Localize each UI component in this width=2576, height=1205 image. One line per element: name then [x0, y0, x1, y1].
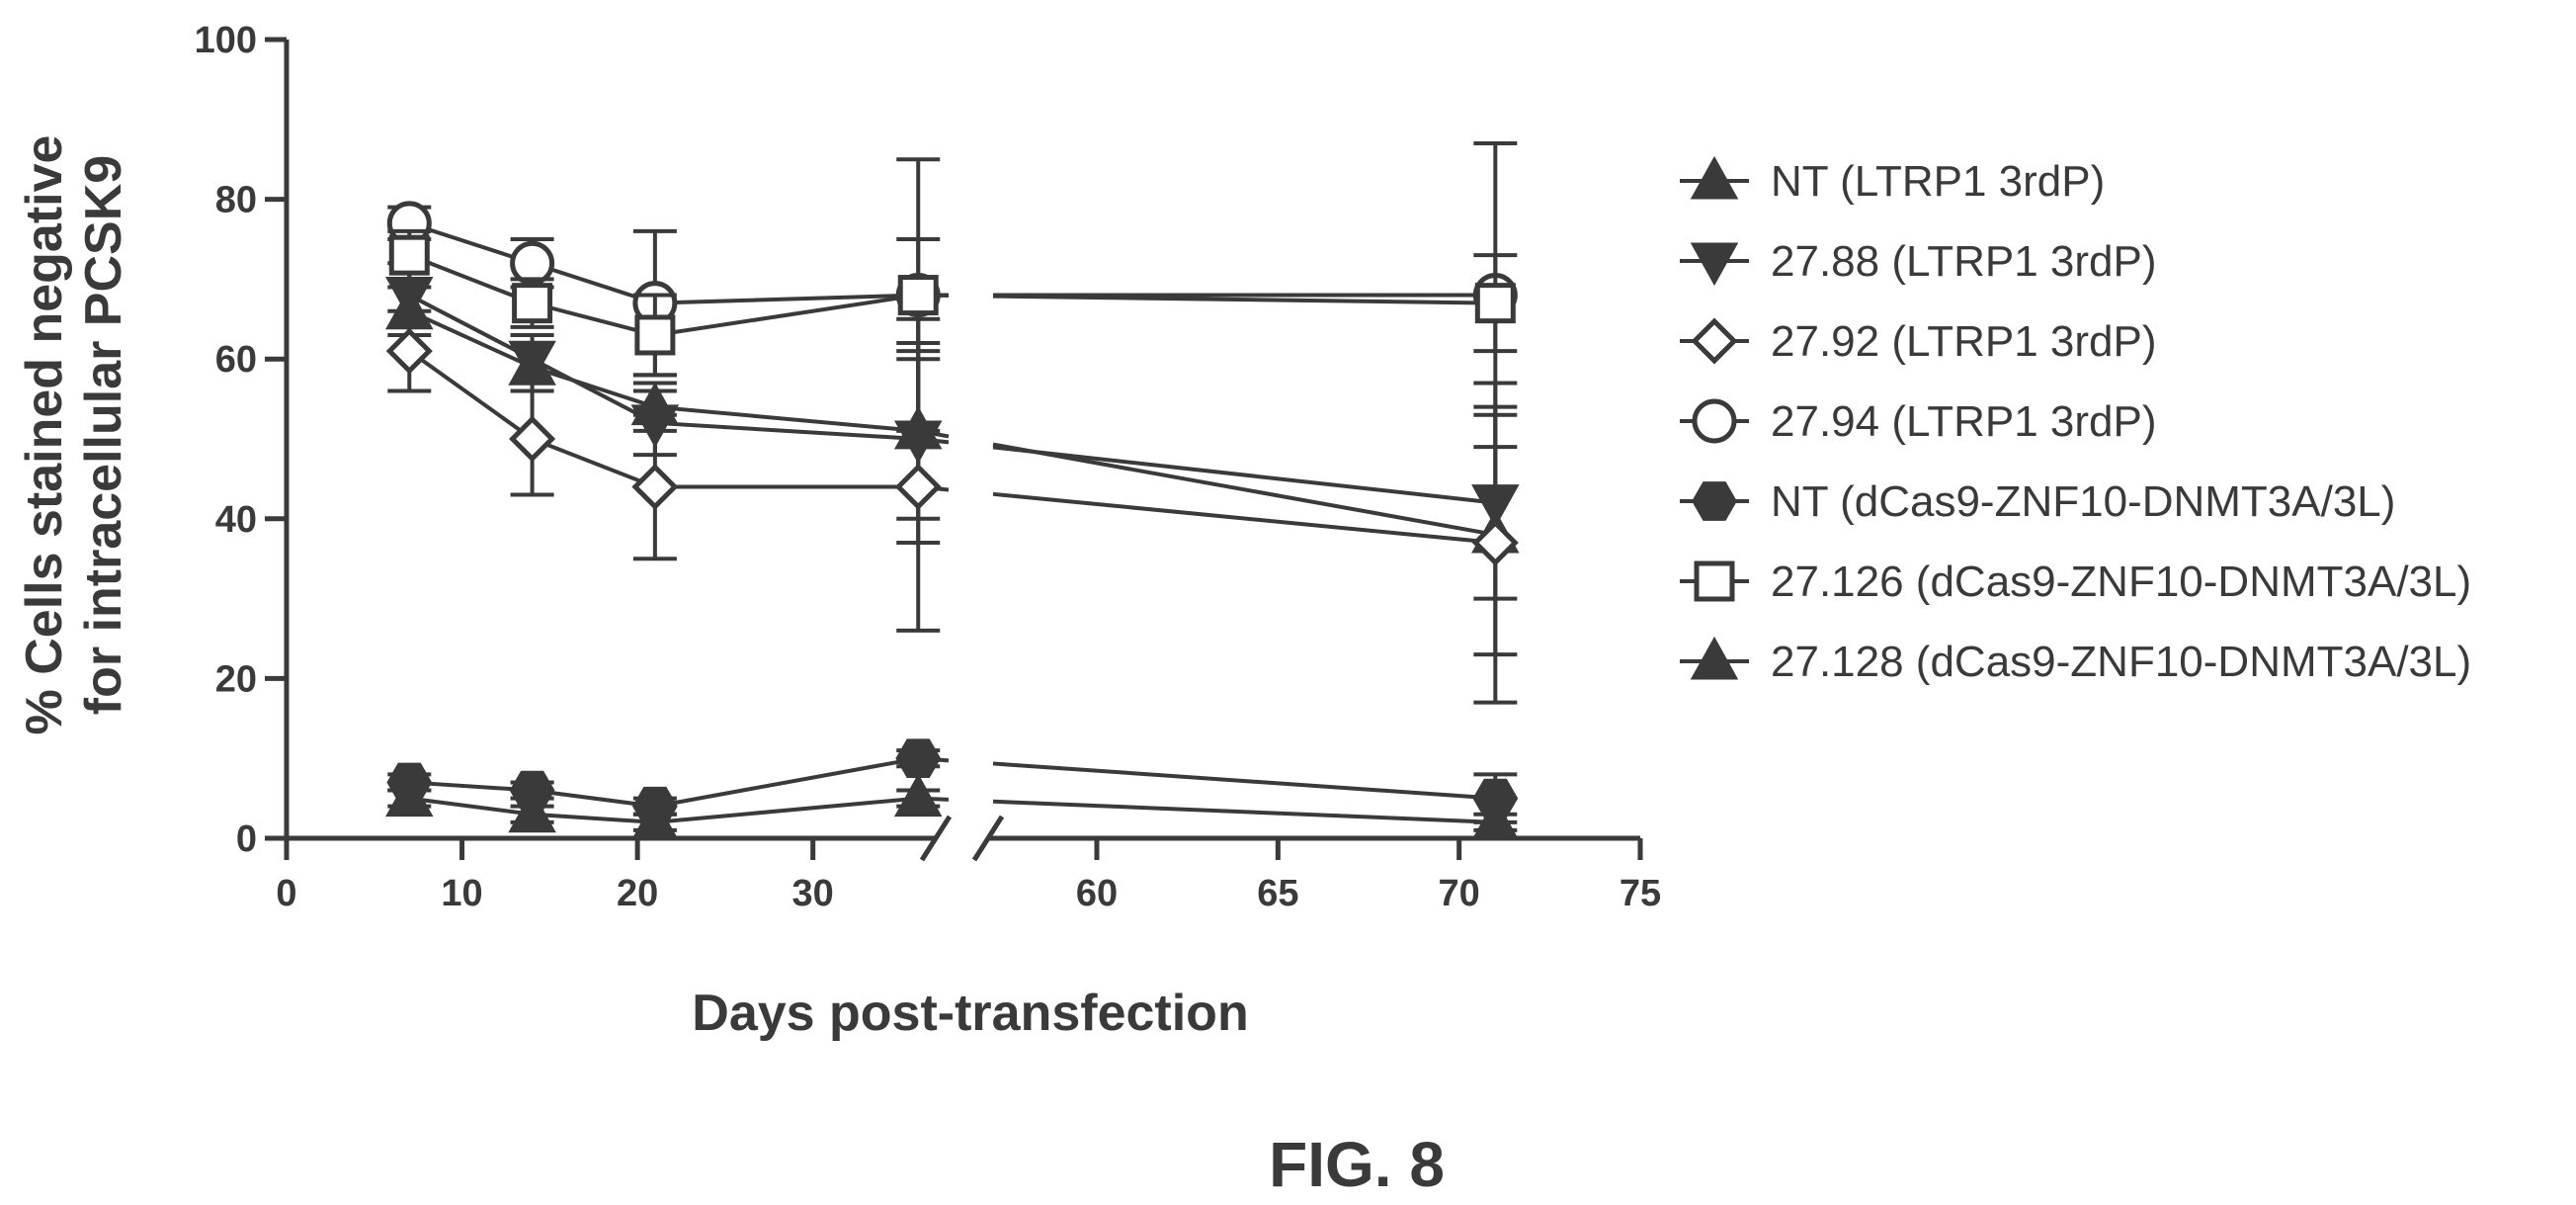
y-tick-label: 60: [215, 339, 257, 381]
series-line: [408, 253, 919, 337]
x-tick-label: 0: [276, 873, 296, 914]
series-4: [386, 141, 1518, 450]
data-point: [509, 415, 556, 463]
legend-item-3: 27.92 (LTRP1 3rdP): [1680, 317, 2156, 366]
series-line: [408, 220, 919, 305]
legend-label: NT (LTRP1 3rdP): [1771, 157, 2105, 206]
series-line: [992, 445, 1496, 505]
series-line: [408, 308, 919, 433]
series-5: [386, 738, 1519, 826]
legend-marker: [1690, 155, 1739, 200]
series-line: [992, 442, 1496, 537]
data-point: [634, 314, 676, 356]
y-tick-label: 0: [236, 818, 257, 860]
legend-item-5: NT (dCas9-ZNF10-DNMT3A/3L): [1680, 477, 2395, 526]
legend: NT (LTRP1 3rdP) 27.88 (LTRP1 3rdP) 27.92 (…: [1680, 155, 2471, 686]
legend-label: NT (dCas9-ZNF10-DNMT3A/3L): [1771, 477, 2395, 526]
series-3: [385, 308, 1519, 705]
legend-marker: [1692, 481, 1737, 521]
data-point: [894, 463, 942, 511]
data-point: [1474, 283, 1516, 324]
series-line: [992, 491, 1496, 546]
legend-item-6: 27.126 (dCas9-ZNF10-DNMT3A/3L): [1680, 558, 2471, 606]
series-line: [408, 349, 919, 489]
data-point: [897, 275, 939, 316]
legend-label: 27.126 (dCas9-ZNF10-DNMT3A/3L): [1771, 558, 2471, 606]
data-point: [893, 773, 943, 818]
legend-item-1: NT (LTRP1 3rdP): [1680, 155, 2105, 206]
x-tick-label: 10: [441, 873, 482, 914]
series-2: [385, 261, 1520, 601]
axis-break-mark: [971, 815, 1005, 862]
axes: 0 20 40 60 80 100 0 10 20 30 60 65 70 75: [195, 20, 1662, 914]
series-line: [992, 761, 1496, 801]
data-point: [631, 463, 679, 511]
series-line: [409, 756, 919, 809]
legend-label: 27.94 (LTRP1 3rdP): [1771, 397, 2156, 446]
legend-marker: [1690, 242, 1739, 287]
legend-label: 27.128 (dCas9-ZNF10-DNMT3A/3L): [1771, 638, 2471, 686]
legend-item-7: 27.128 (dCas9-ZNF10-DNMT3A/3L): [1680, 636, 2471, 686]
series-line: [408, 293, 919, 441]
figure-label: FIG. 8: [1269, 1129, 1445, 1200]
legend-marker: [1692, 398, 1737, 444]
x-tick-label: 60: [1076, 873, 1118, 914]
x-axis-title: Days post-transfection: [692, 985, 1248, 1042]
data-point: [895, 738, 942, 779]
data-point: [388, 234, 430, 276]
series-line: [409, 796, 919, 824]
x-tick-label: 75: [1620, 873, 1661, 914]
y-axis-title-line-1: % Cells stained negative: [16, 135, 73, 735]
legend-marker: [1691, 317, 1738, 365]
x-tick-label: 30: [792, 873, 834, 914]
series-1: [385, 285, 1520, 657]
x-tick-label: 20: [617, 873, 658, 914]
axis-break-mark: [919, 815, 953, 862]
series-line: [992, 294, 1496, 305]
data-point: [508, 340, 556, 385]
series-7: [385, 773, 1520, 841]
series-6: [387, 228, 1518, 378]
data-point: [385, 773, 434, 818]
x-tick-label: 70: [1439, 873, 1480, 914]
y-tick-label: 20: [215, 658, 257, 700]
data-point: [1471, 519, 1519, 566]
y-tick-label: 100: [195, 20, 257, 61]
legend-marker: [1690, 636, 1739, 680]
series-line: [992, 799, 1496, 824]
legend-marker: [1694, 560, 1735, 602]
data-point: [508, 789, 556, 833]
y-tick-label: 40: [215, 499, 257, 541]
data-point: [1471, 797, 1520, 841]
y-tick-label: 80: [215, 180, 257, 221]
y-axis-title-line-2: for intracellular PCSK9: [75, 155, 132, 715]
series-layer: [385, 141, 1520, 841]
data-point: [385, 327, 433, 375]
legend-label: 27.88 (LTRP1 3rdP): [1771, 237, 2156, 286]
legend-item-4: 27.94 (LTRP1 3rdP): [1680, 397, 2156, 446]
x-tick-label: 65: [1257, 873, 1298, 914]
data-point: [510, 240, 555, 286]
data-point: [512, 283, 553, 324]
legend-item-2: 27.88 (LTRP1 3rdP): [1680, 237, 2156, 287]
legend-label: 27.92 (LTRP1 3rdP): [1771, 317, 2156, 366]
data-point: [630, 797, 680, 841]
